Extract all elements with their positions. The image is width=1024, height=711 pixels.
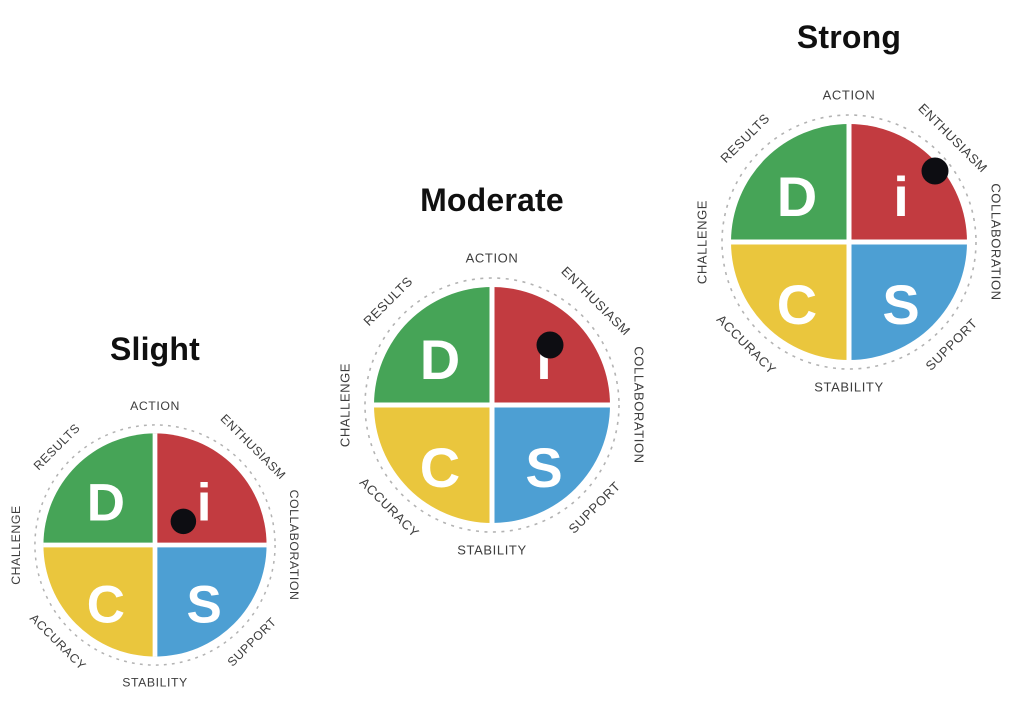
disc-map-moderate: Moderate ACTION ENTHUSIASM COLLABORATION SU… — [327, 183, 657, 570]
ring-label-collaboration: COLLABORATION — [989, 183, 1004, 300]
quadrant-C — [731, 242, 849, 360]
ring-label-action: ACTION — [823, 87, 876, 102]
ring-label-results: RESULTS — [31, 421, 83, 473]
ring-label-collaboration: COLLABORATION — [632, 346, 647, 463]
quadrant-C — [43, 545, 155, 657]
dashed-ring — [364, 277, 620, 533]
quadrant-D — [43, 433, 155, 545]
ring-label-stability: STABILITY — [457, 542, 526, 557]
ring-label-action: ACTION — [466, 250, 519, 265]
ring-label-results: RESULTS — [360, 273, 415, 328]
score-dot — [536, 331, 564, 359]
quadrant-D — [374, 287, 492, 405]
quadrant-S — [155, 545, 267, 657]
ring-label-results: RESULTS — [717, 110, 772, 165]
ring-label-stability: STABILITY — [122, 675, 188, 689]
quadrant-letter-C: C — [777, 273, 817, 336]
map-title-strong: Strong — [796, 19, 902, 55]
dashed-ring — [721, 114, 977, 370]
ring-label-stability: STABILITY — [814, 379, 883, 394]
quadrant-S — [849, 242, 967, 360]
quadrant-letter-S: S — [187, 576, 222, 635]
quadrant-letter-C: C — [87, 576, 125, 635]
disc-map-slight: Slight ACTION ENTHUSIASM COLLABORATION SUPP… — [0, 332, 311, 701]
quadrant-i — [849, 124, 967, 242]
disc-circle-moderate: ACTIONENTHUSIASMCOLLABORATIONSUPPORTSTAB… — [337, 250, 647, 557]
disc-circle-slight: ACTIONENTHUSIASMCOLLABORATIONSUPPORTSTAB… — [9, 399, 301, 689]
quadrant-letter-D: D — [777, 165, 817, 228]
ring-label-challenge: CHALLENGE — [337, 363, 352, 447]
ring-label-collaboration: COLLABORATION — [287, 490, 301, 601]
quadrant-letter-C: C — [420, 436, 460, 499]
quadrant-letter-S: S — [882, 273, 919, 336]
ring-label-challenge: CHALLENGE — [694, 200, 709, 284]
quadrant-letter-i: i — [893, 165, 909, 228]
quadrant-C — [374, 405, 492, 523]
quadrant-letter-D: D — [87, 473, 125, 532]
score-dot — [170, 508, 197, 535]
ring-label-action: ACTION — [130, 399, 180, 413]
quadrant-letter-i: i — [197, 473, 212, 532]
quadrant-D — [731, 124, 849, 242]
quadrant-letter-D: D — [420, 328, 460, 391]
ring-label-challenge: CHALLENGE — [9, 505, 23, 585]
map-title-slight: Slight — [109, 331, 201, 367]
map-title-moderate: Moderate — [420, 182, 564, 218]
quadrant-S — [492, 405, 610, 523]
quadrant-letter-S: S — [525, 436, 562, 499]
score-dot — [921, 157, 949, 185]
disc-circle-strong: ACTIONENTHUSIASMCOLLABORATIONSUPPORTSTAB… — [694, 87, 1004, 394]
disc-map-strong: Strong ACTION ENTHUSIASM COLLABORATION SUPP… — [684, 20, 1014, 407]
